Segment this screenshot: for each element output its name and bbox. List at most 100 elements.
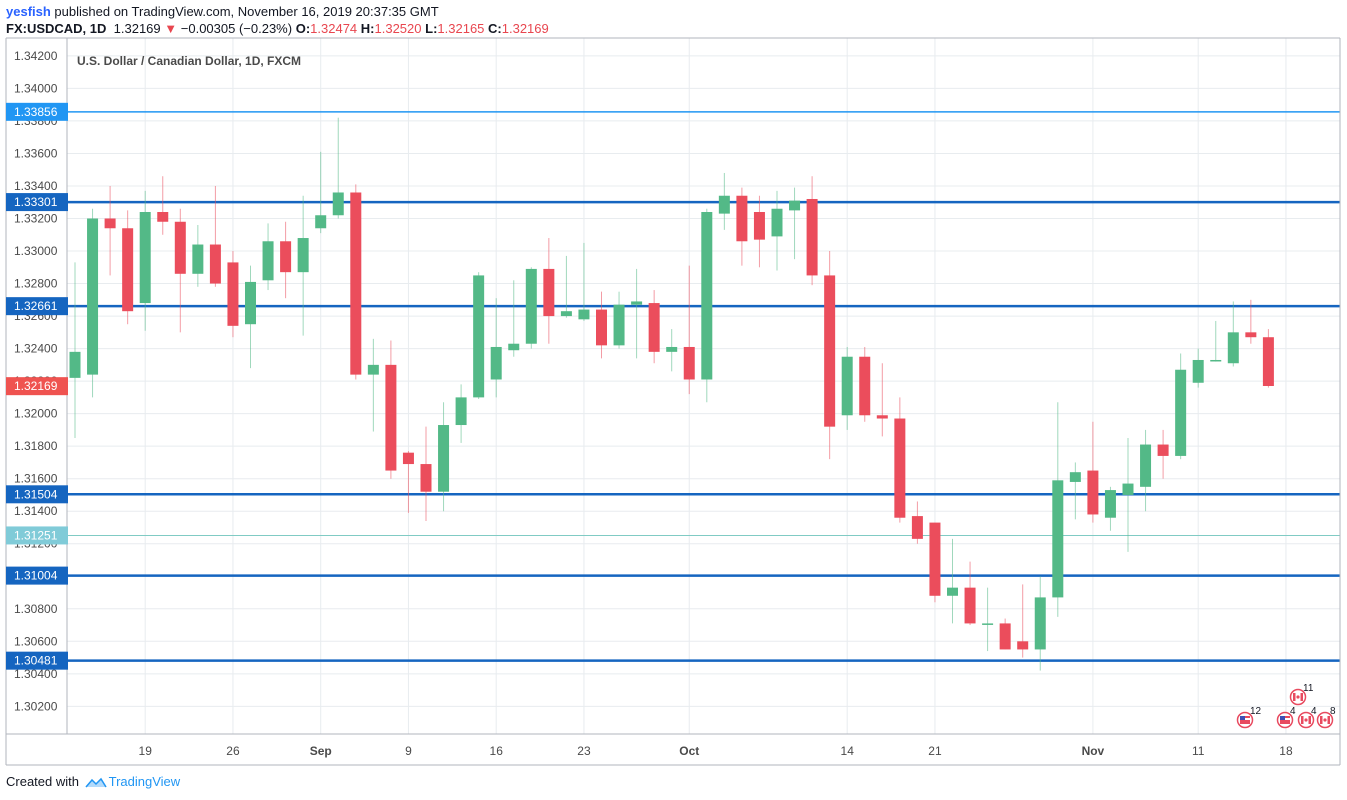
candle-body [1227,332,1239,364]
horizontal-line-label-bg [6,485,68,504]
candle-body [490,346,502,380]
ca-flag-icon[interactable]: 4 [1297,706,1318,729]
close-value: 1.32169 [501,21,549,36]
candle-body [613,304,625,346]
candle-body [841,356,853,416]
candle-body [174,221,186,274]
candle-body [297,238,309,273]
time-tick-label: Oct [679,744,699,758]
candle-body [473,275,485,398]
candle-body [1175,369,1187,456]
ca-flag-icon[interactable]: 8 [1316,706,1337,729]
candle-body [455,397,467,426]
us-flag-icon[interactable]: 12 [1236,706,1262,729]
candle-body [402,452,414,465]
candle-body [332,192,344,216]
price-tick-label: 1.31400 [14,504,58,518]
candles [69,117,1274,671]
candle-body [1122,483,1134,495]
tradingview-link[interactable]: TradingView [108,774,181,789]
flag-bar [1308,716,1311,724]
us-flag-icon[interactable]: 4 [1276,706,1297,729]
candle-body [999,623,1011,650]
price-tick-label: 1.30400 [14,667,58,681]
candle-body [1069,472,1081,482]
event-count: 4 [1311,706,1317,717]
flag-canton [1280,716,1285,720]
candle-body [139,212,151,304]
last-price-label-bg [6,377,68,396]
time-tick-label: 26 [226,744,240,758]
flag-bar [1293,693,1296,701]
candle-body [578,309,590,320]
candle-body [596,309,607,346]
high-value: 1.32520 [374,21,422,36]
candle-body [753,212,765,240]
flag-leaf [1304,718,1308,722]
candle-body [1245,332,1257,338]
candle-body [122,228,134,312]
candle-body [964,587,976,624]
candle-body [1140,444,1152,487]
time-tick-label: 11 [1192,744,1205,758]
candle-body [947,587,958,596]
price-tick-label: 1.30800 [14,602,58,616]
candle-body [315,215,327,229]
candle-body [69,351,81,378]
candle-body [245,281,256,325]
candle-body [104,218,116,229]
candle-body [982,623,994,625]
time-tick-label: 23 [577,744,591,758]
price-tick-label: 1.32000 [14,407,58,421]
candle-body [209,244,221,284]
horizontal-line-label: 1.31251 [14,528,58,542]
time-tick-label: 9 [405,744,412,758]
candle-body [771,208,783,237]
candle-body [1157,444,1169,456]
candle-body [192,244,204,274]
candle-body [87,218,99,375]
candle-body [683,346,695,380]
horizontal-line-label-bg [6,297,68,316]
candle-body [929,522,941,596]
candle-body [385,364,397,471]
price-tick-label: 1.31800 [14,439,58,453]
published-text: published on TradingView.com, November 1… [50,4,439,19]
candle-body [648,303,660,352]
down-arrow-icon: ▼ [164,21,178,36]
time-tick-label: Sep [310,744,332,758]
horizontal-line-label-bg [6,526,68,545]
open-label: O: [295,21,311,36]
candle-body [560,311,572,317]
candle-body [280,241,292,273]
flag-leaf [1296,695,1300,699]
ca-flag-icon[interactable]: 11 [1289,683,1314,706]
candle-body [1192,359,1204,383]
low-label: L: [425,21,438,36]
footer: Created with TradingView [6,774,180,789]
tradingview-logo-icon [85,777,107,788]
price-tick-label: 1.34000 [14,81,58,95]
flag-bar [1320,716,1323,724]
candle-body [543,268,555,317]
candle-body [420,464,432,492]
change-value: −0.00305 (−0.23%) [180,21,293,36]
time-axis: 19 26 Sep 9 16 23 Oct 14 21 Nov 11 18 [139,744,1293,758]
candle-body [718,195,730,214]
candle-body [736,195,748,242]
symbol-label: FX:USDCAD, 1D [6,21,107,36]
horizontal-line-label-bg [6,651,68,670]
candle-body [525,268,537,344]
time-tick-label: Nov [1082,744,1105,758]
candle-body [859,356,871,416]
flag-canton [1240,716,1245,720]
horizontal-lines [67,111,1340,662]
candle-body [1017,641,1029,650]
chart-frame [5,37,1341,766]
candle-body [227,262,239,326]
last-price-label: 1.32169 [14,379,58,393]
author-link[interactable]: yesfish [6,4,51,19]
candle-body [666,346,678,352]
candle-body [1104,490,1116,518]
